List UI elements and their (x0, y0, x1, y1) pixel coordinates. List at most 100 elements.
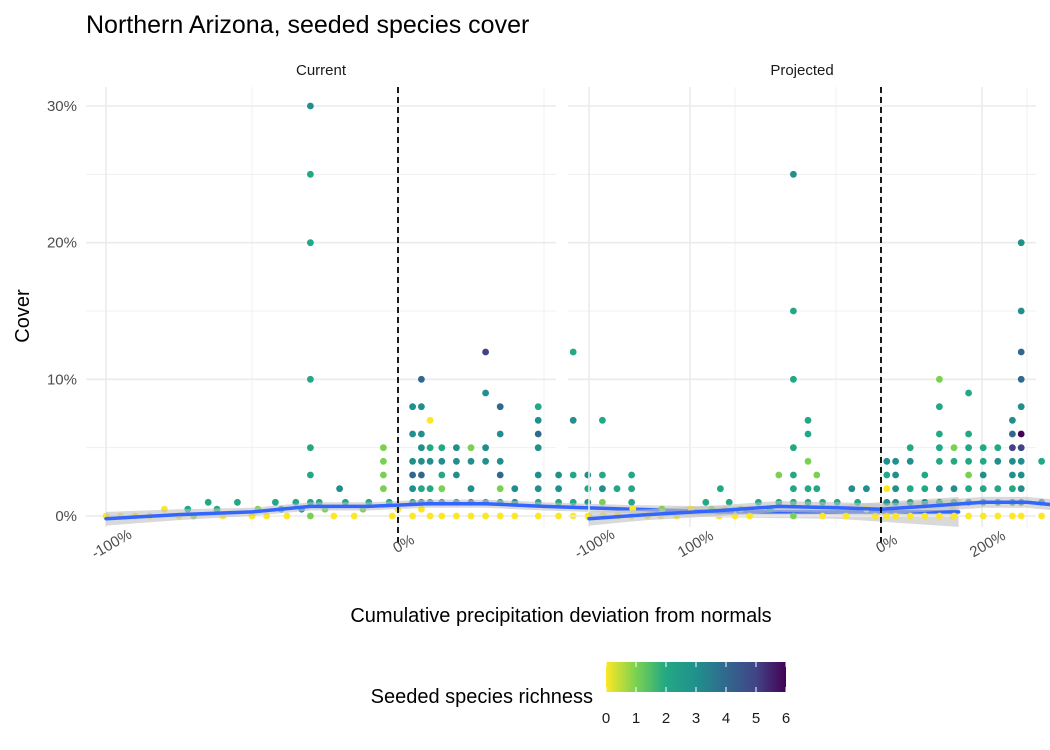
data-point (979, 471, 987, 479)
data-point (746, 512, 753, 520)
data-point (496, 512, 504, 520)
data-point (1009, 485, 1016, 493)
data-point (599, 485, 606, 493)
legend-tick-label: 4 (722, 710, 730, 727)
legend: Seeded species richness 0 1 2 3 4 5 6 (371, 662, 790, 727)
data-point (418, 430, 425, 438)
data-point (380, 471, 387, 479)
data-point (482, 348, 489, 356)
data-point (936, 403, 943, 411)
data-point (234, 498, 241, 506)
data-point (1038, 512, 1045, 520)
data-point (819, 512, 826, 520)
data-point (283, 512, 291, 520)
legend-tick-label: 3 (692, 710, 700, 727)
data-point (804, 416, 812, 424)
data-point (307, 444, 314, 452)
data-point (380, 444, 387, 452)
x-tick-label: 100% (675, 527, 717, 561)
data-point (380, 485, 387, 493)
data-point (534, 403, 542, 411)
data-point (569, 348, 577, 356)
data-point (426, 416, 434, 424)
data-point (628, 471, 635, 479)
data-point (790, 485, 797, 493)
grid (86, 87, 983, 527)
legend-ticks: 0 1 2 3 4 5 6 (602, 662, 790, 727)
data-point (1017, 307, 1025, 315)
data-point (555, 471, 562, 479)
data-point (950, 444, 958, 452)
data-point (453, 471, 460, 479)
data-point (438, 471, 446, 479)
y-tick-label: 30% (47, 98, 77, 115)
data-point (496, 457, 504, 465)
y-axis: 0% 10% 20% 30% (47, 98, 77, 525)
data-point (1017, 403, 1025, 411)
data-point (936, 457, 943, 465)
data-point (906, 485, 914, 493)
x-tick-label: 0% (390, 531, 417, 557)
data-point (936, 430, 943, 438)
data-point (883, 471, 891, 479)
data-point (1009, 430, 1016, 438)
data-point (511, 485, 519, 493)
data-point (534, 471, 542, 479)
data-point (892, 471, 899, 479)
data-point (388, 512, 396, 520)
data-point (965, 444, 972, 452)
data-point (496, 471, 504, 479)
data-point (979, 512, 987, 520)
data-point (438, 485, 446, 493)
data-point (599, 498, 606, 506)
data-point (813, 485, 821, 493)
data-point (599, 416, 606, 424)
data-point (717, 485, 724, 493)
data-point (936, 485, 943, 493)
data-point (511, 512, 519, 520)
data-point (1017, 348, 1025, 356)
confidence-band (106, 496, 959, 527)
data-point (426, 444, 434, 452)
legend-tick-label: 6 (782, 710, 790, 727)
x-tick-label: 200% (967, 527, 1009, 561)
data-point (790, 375, 797, 383)
data-point (380, 457, 387, 465)
data-point (584, 485, 592, 493)
data-point (1009, 512, 1016, 520)
data-point (426, 512, 434, 520)
data-point (950, 485, 958, 493)
data-point (702, 498, 710, 506)
data-point (994, 512, 1002, 520)
data-point (906, 457, 914, 465)
data-point (534, 416, 542, 424)
data-point (1017, 375, 1025, 383)
data-point (994, 444, 1002, 452)
data-point (534, 512, 542, 520)
data-point (906, 512, 914, 520)
data-point (496, 430, 504, 438)
data-point (965, 457, 972, 465)
data-point (628, 498, 635, 506)
smooth-line (587, 500, 1050, 521)
panel-projected: Projected -100% 0% 100% 200% (568, 62, 1050, 562)
data-point (555, 512, 562, 520)
data-point (1017, 471, 1025, 479)
x-axis-title: Cumulative precipitation deviation from … (350, 605, 771, 627)
data-point (482, 512, 489, 520)
data-point (307, 102, 314, 110)
data-point (272, 498, 279, 506)
data-point (965, 512, 972, 520)
data-point (409, 471, 416, 479)
data-point (453, 512, 460, 520)
x-tick-label: 0% (873, 531, 900, 557)
data-point (569, 471, 577, 479)
data-point (307, 512, 314, 520)
data-point (307, 239, 314, 247)
data-point (418, 444, 425, 452)
y-tick-label: 20% (47, 235, 77, 252)
chart-title: Northern Arizona, seeded species cover (86, 11, 529, 39)
points (585, 170, 1045, 520)
data-point (496, 403, 504, 411)
data-point (994, 485, 1002, 493)
